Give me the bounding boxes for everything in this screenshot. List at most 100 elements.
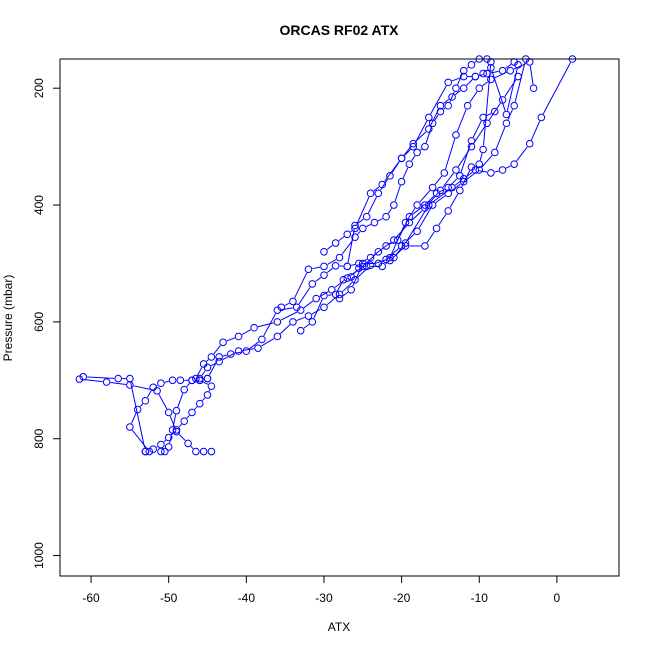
series-6 (203, 107, 499, 383)
series-11 (335, 58, 538, 303)
series-segment (242, 348, 255, 351)
data-point (254, 344, 262, 352)
data-point (149, 445, 157, 454)
series-segment (450, 178, 458, 186)
series-segment (241, 329, 251, 335)
series-segment (294, 272, 308, 299)
series-segment (178, 423, 182, 428)
series-segment (415, 131, 427, 142)
data-point (126, 423, 134, 431)
series-segment (507, 109, 514, 120)
data-point (506, 66, 515, 75)
data-point (203, 391, 212, 399)
x-axis-label: ATX (328, 620, 350, 634)
data-point (440, 169, 449, 177)
series-segment (482, 65, 492, 146)
series-segment (261, 338, 275, 347)
data-point (347, 273, 355, 281)
series-segment (338, 236, 345, 242)
data-point (490, 148, 499, 157)
data-point (172, 426, 181, 434)
series-segment (403, 146, 412, 156)
data-point (467, 142, 476, 151)
series-segment (414, 120, 428, 144)
series-segment (434, 114, 439, 121)
series-segment (352, 266, 362, 287)
data-point (164, 408, 173, 417)
series-segment (347, 229, 355, 263)
data-point (510, 160, 518, 168)
series-segment (411, 210, 423, 221)
data-point (331, 262, 340, 270)
series-segment (505, 63, 512, 69)
data-point (397, 177, 406, 186)
data-point (258, 335, 266, 344)
series-segment (381, 258, 387, 263)
series-segment (456, 109, 467, 132)
series-segment (326, 245, 333, 250)
y-tick-label: 400 (32, 195, 46, 215)
data-point (304, 265, 313, 274)
series-segment (395, 245, 404, 255)
data-point (390, 236, 398, 244)
series-segment (430, 109, 440, 126)
series-segment (356, 196, 370, 225)
series-segment (438, 213, 447, 226)
series-segment (466, 79, 473, 86)
data-point (339, 276, 348, 284)
data-point (382, 255, 390, 264)
data-point (421, 242, 429, 250)
data-point (203, 363, 212, 372)
series-segment (474, 61, 477, 63)
series-segment (350, 230, 353, 233)
data-point (296, 326, 305, 335)
data-point (502, 119, 511, 128)
series-segment (312, 266, 321, 270)
data-point (180, 385, 189, 394)
series-segment (83, 379, 103, 383)
data-point (487, 169, 495, 177)
data-point (456, 186, 464, 195)
data-point (215, 357, 223, 366)
data-point (149, 383, 157, 392)
series-segment (430, 85, 447, 115)
data-point (432, 224, 441, 233)
series-segment (303, 300, 314, 309)
series-segment (226, 337, 236, 342)
data-point (242, 347, 251, 355)
series-segment (443, 98, 450, 104)
series-segment (280, 311, 298, 321)
series-segment (133, 385, 154, 391)
y-tick-label: 800 (32, 428, 46, 448)
series-segment (454, 180, 461, 186)
series-segment (407, 208, 428, 240)
data-point (358, 224, 367, 233)
data-point (207, 447, 216, 456)
data-point (207, 353, 216, 361)
series-segment (431, 189, 450, 204)
data-point (273, 318, 282, 326)
series-segment (203, 381, 209, 385)
data-point (475, 166, 484, 174)
series-segment (341, 240, 354, 255)
series-segment (131, 429, 148, 449)
series-segment (163, 439, 167, 443)
data-point (452, 131, 460, 139)
data-point (203, 374, 212, 383)
x-axis: -60 -50 -40 -30 -20 -10 0 (82, 576, 561, 605)
data-point (459, 174, 468, 183)
data-point (390, 253, 398, 262)
series-segment (542, 62, 571, 115)
data-point (452, 84, 460, 93)
data-point (195, 374, 204, 383)
series-2 (126, 376, 216, 456)
x-tick-label: -20 (393, 591, 411, 605)
series-segment (197, 367, 203, 376)
series-12 (390, 55, 577, 262)
series-segment (222, 354, 228, 357)
series-segment (169, 415, 176, 429)
series-segment (279, 324, 291, 335)
series-segment (391, 161, 400, 173)
series-segment (435, 195, 446, 204)
data-point (327, 285, 336, 294)
